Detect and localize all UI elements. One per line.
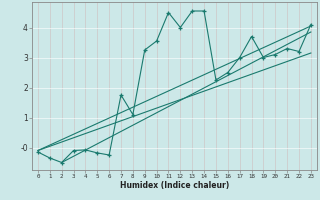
X-axis label: Humidex (Indice chaleur): Humidex (Indice chaleur) bbox=[120, 181, 229, 190]
